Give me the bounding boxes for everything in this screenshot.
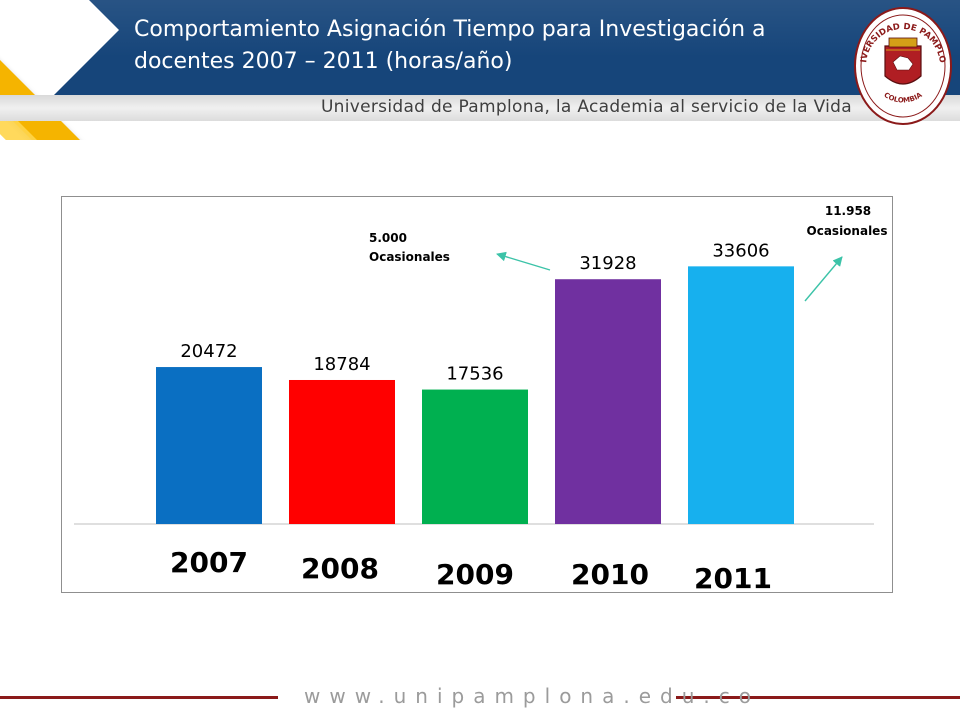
- value-label-2010: 31928: [579, 253, 636, 274]
- value-label-2007: 20472: [180, 341, 237, 362]
- tagline-bar: [0, 95, 960, 121]
- annotation-2010-line1: 5.000: [369, 231, 407, 245]
- bar-2010: [555, 279, 661, 524]
- footer-line-right: [676, 696, 960, 699]
- category-label-2007: 2007: [170, 546, 248, 579]
- bar-chart: 20472 18784 17536 31928 33606 2007 2008 2009 20…: [74, 204, 888, 592]
- category-label-2009: 2009: [436, 558, 514, 591]
- bar-2007: [156, 367, 262, 524]
- category-label-2010: 2010: [571, 558, 649, 591]
- tagline: Universidad de Pamplona, la Academia al …: [320, 97, 852, 117]
- bar-2008: [289, 379, 395, 524]
- annotation-2011-line2: Ocasionales: [807, 224, 888, 238]
- annotation-2010: 5.000 Ocasionales: [369, 231, 551, 271]
- category-label-2008: 2008: [301, 552, 379, 585]
- value-label-2008: 18784: [313, 354, 370, 375]
- value-label-2011: 33606: [712, 240, 769, 261]
- annotation-2011: 11.958 Ocasionales: [804, 204, 888, 302]
- bar-2011: [688, 266, 794, 524]
- footer-url: www.unipamplona.edu.co: [304, 684, 760, 708]
- annotation-2011-arrow: [804, 256, 843, 302]
- bar-2009: [422, 389, 528, 524]
- annotation-2010-arrow: [496, 251, 551, 271]
- chart-frame: 20472 18784 17536 31928 33606 2007 2008 2009 20…: [61, 196, 893, 593]
- annotation-2010-line2: Ocasionales: [369, 250, 450, 264]
- annotation-2011-line1: 11.958: [825, 204, 871, 218]
- header-band: [0, 0, 960, 95]
- value-label-2009: 17536: [446, 364, 503, 385]
- footer-line-left: [0, 696, 278, 699]
- university-seal-logo: UNIVERSIDAD DE PAMPLONA COLOMBIA: [852, 4, 952, 125]
- category-label-2011: 2011: [694, 562, 772, 592]
- slide-title: Comportamiento Asignación Tiempo para In…: [134, 17, 766, 74]
